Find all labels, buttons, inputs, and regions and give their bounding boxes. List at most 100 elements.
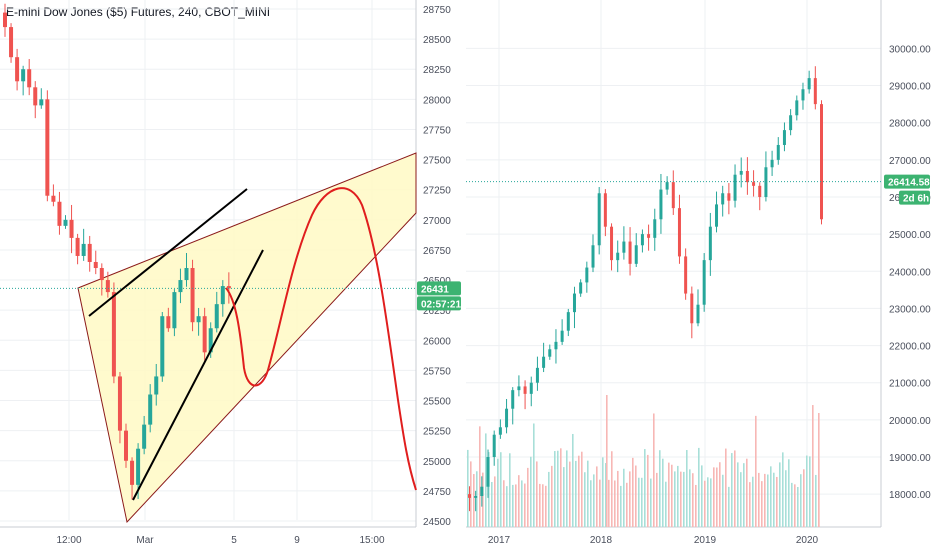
right-y-tick-label: 18000.00 [889,490,931,501]
candle-body [535,367,539,383]
volume-bar [632,457,634,527]
candle-body [117,376,122,431]
candle-body [653,219,657,238]
candle-body [21,69,26,82]
volume-bar [500,452,502,527]
left-y-tick-label: 25750 [423,366,451,377]
candle-body [542,356,546,368]
candle-body [529,382,533,394]
volume-bar [755,415,757,527]
volume-bar [656,472,658,527]
candle-body [81,243,86,256]
volume-bar [722,474,724,527]
volume-bar [776,476,778,527]
volume-bar [689,469,691,527]
volume-bar [671,464,673,527]
volume-bar [731,453,733,527]
candle-body [9,27,14,58]
right-x-tick-label: 2017 [488,535,511,546]
volume-bar [551,465,553,527]
candle-body [752,182,756,186]
candle-body [105,280,110,293]
volume-bar [596,466,598,527]
right-x-tick-label: 2019 [694,535,717,546]
volume-bar [518,475,520,527]
candle-body [715,204,719,227]
volume-bar [491,481,493,527]
left-y-tick-label: 24500 [423,517,451,528]
candle-body [33,87,38,106]
volume-bar [566,450,568,527]
right-price-axis: 30000.0029000.0028000.0027000.0026000.00… [889,44,931,501]
candle-body [27,69,32,88]
volume-bar [734,450,736,527]
right-price-badge: 26414.58 [888,178,930,189]
volume-bar [758,472,760,527]
left-y-tick-label: 27250 [423,186,451,197]
candle-body [69,219,74,238]
left-y-tick-label: 27500 [423,156,451,167]
volume-bar [803,469,805,527]
volume-bar [692,473,694,527]
volume-bar [545,485,547,527]
volume-bar [575,460,577,527]
volume-bar [584,472,586,527]
left-y-tick-label: 28250 [423,65,451,76]
right-y-tick-label: 29000.00 [889,82,931,93]
candle-body [190,268,195,323]
volume-bar [626,482,628,527]
volume-bar [785,470,787,527]
candle-body [770,159,774,168]
lower-trend-line [132,249,264,501]
volume-bar [713,467,715,527]
volume-bar [602,457,604,527]
candle-body [801,89,805,101]
left-price-axis: 28750 28500 28250 28000 27750 27500 27250 27000… [423,5,451,528]
left-x-tick-label: 15:00 [359,535,384,546]
candle-body [220,286,225,305]
volume-bar [593,474,595,527]
volume-bar [707,477,709,527]
volume-bar [800,474,802,527]
volume-bar [725,448,727,527]
volume-bar [512,484,514,527]
volume-bar [569,461,571,527]
volume-bar [662,458,664,527]
volume-bar [557,450,559,527]
left-y-tick-label: 25250 [423,427,451,438]
candle-body [554,341,558,350]
volume-bar [482,472,484,527]
candle-body [708,226,712,261]
volume-bar [623,468,625,527]
candle-body [498,427,502,435]
candle-body [776,144,780,160]
wedge-area [77,152,417,524]
volume-bar [638,477,640,527]
candle-body [486,457,490,487]
candle-body [560,330,564,342]
candle-body [702,260,706,305]
candle-body [647,234,651,238]
volume-bar [743,463,745,527]
volume-spike [818,413,820,527]
forecast-curve [225,187,417,491]
candle-body [136,448,141,485]
right-candles [466,66,881,512]
volume-bar [788,459,790,527]
volume-bar [728,486,730,527]
volume-bar [719,462,721,527]
left-y-tick-label: 26750 [423,246,451,257]
left-y-tick-label: 27750 [423,125,451,136]
candle-body [202,316,207,353]
volume-bar [641,477,643,527]
candle-body [628,241,632,264]
candle-body [585,267,589,283]
volume-bar [563,467,565,527]
volume-bar [572,433,574,527]
left-price-badge-bg [417,281,461,296]
volume-bar [476,471,478,527]
volume-bar [740,472,742,527]
right-y-tick-label: 24000.00 [889,267,931,278]
volume-bar [503,480,505,527]
